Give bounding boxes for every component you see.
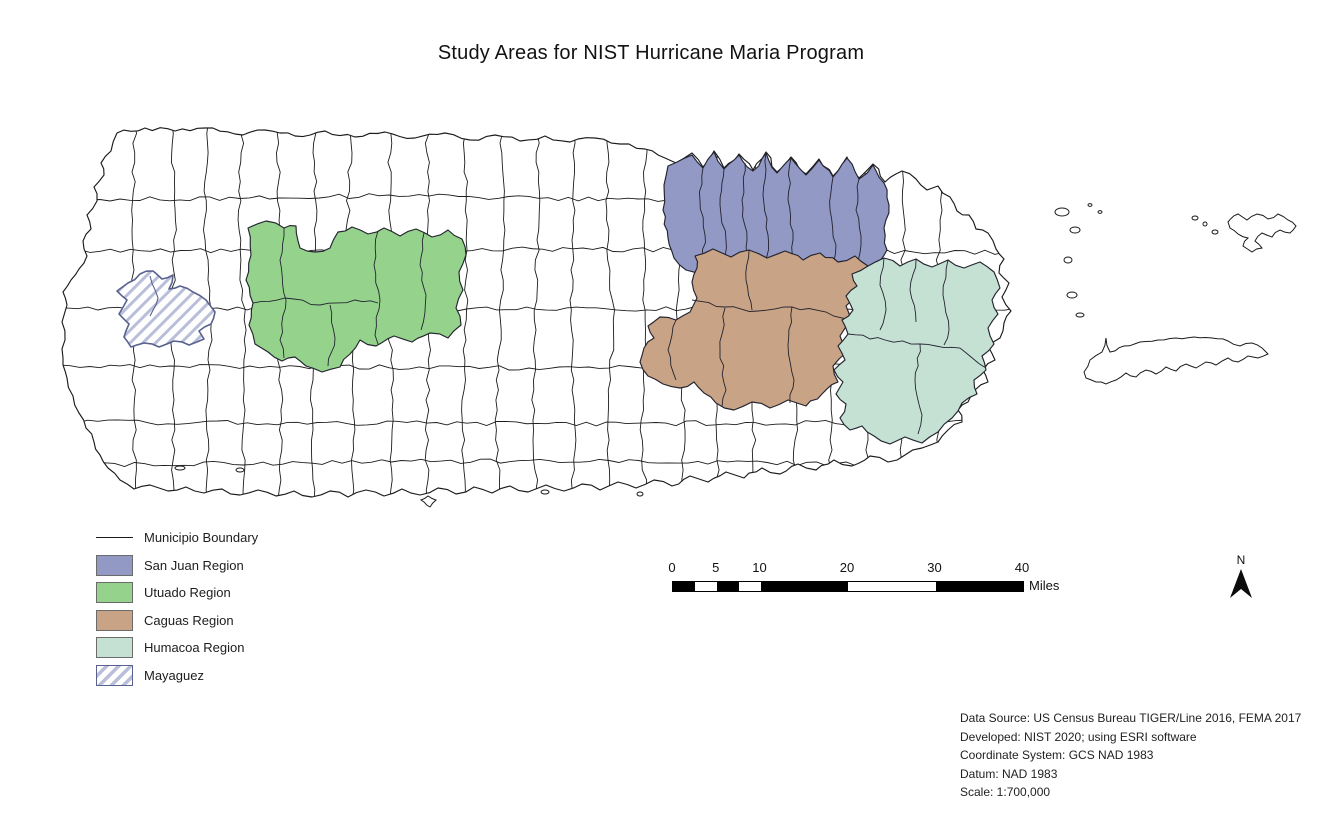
legend-item-mayaguez: Mayaguez bbox=[96, 664, 258, 686]
scale-segment bbox=[716, 582, 739, 591]
scale-bar: 0 5 10 20 30 40 Miles bbox=[668, 560, 1072, 598]
scale-unit: Miles bbox=[1029, 578, 1060, 593]
scale-tick-5: 5 bbox=[712, 560, 720, 575]
legend-swatch-san-juan-region bbox=[96, 554, 133, 576]
scale-tick-30: 30 bbox=[927, 560, 942, 575]
region-caguas bbox=[639, 248, 872, 411]
legend-label: Caguas Region bbox=[144, 612, 234, 628]
legend-swatch-caguas-region bbox=[96, 609, 133, 631]
map-notes: Data Source: US Census Bureau TIGER/Line… bbox=[960, 709, 1301, 802]
map-note-line: Scale: 1:700,000 bbox=[960, 785, 1051, 799]
legend: Municipio Boundary San Juan Region Utuado … bbox=[96, 527, 258, 692]
legend-item-municipio-boundary: Municipio Boundary bbox=[96, 527, 258, 548]
north-arrow-label: N bbox=[1237, 553, 1246, 567]
legend-swatch-utuado-region bbox=[96, 582, 133, 603]
page-title: Study Areas for NIST Hurricane Maria Pro… bbox=[437, 42, 865, 64]
legend-swatch-municipio-boundary bbox=[96, 537, 133, 538]
north-arrow: N bbox=[1230, 553, 1252, 598]
legend-label: Municipio Boundary bbox=[144, 530, 259, 545]
legend-label: Utuado Region bbox=[144, 585, 231, 600]
legend-label: Mayaguez bbox=[144, 667, 204, 683]
scale-tick-20: 20 bbox=[839, 560, 855, 575]
offshore-islands bbox=[174, 203, 1297, 508]
scale-segment bbox=[673, 582, 695, 591]
legend-item-san-juan-region: San Juan Region bbox=[96, 554, 258, 576]
region-utuado bbox=[245, 220, 467, 373]
region-caguas-boundaries bbox=[667, 249, 852, 408]
scale-tick-0: 0 bbox=[668, 560, 676, 575]
scale-segment bbox=[760, 582, 848, 591]
legend-label: San Juan Region bbox=[144, 557, 244, 573]
region-mayaguez bbox=[116, 270, 216, 348]
legend-item-humacoa-region: Humacoa Region bbox=[96, 637, 258, 658]
north-arrow-glyph bbox=[1230, 569, 1252, 598]
scale-tick-10: 10 bbox=[752, 560, 767, 575]
region-utuado-boundaries bbox=[252, 228, 427, 367]
map-note-line: Data Source: US Census Bureau TIGER/Line… bbox=[960, 711, 1302, 725]
legend-item-utuado-region: Utuado Region bbox=[96, 582, 258, 603]
legend-swatch-mayaguez bbox=[96, 664, 133, 686]
legend-swatch-humacoa-region bbox=[96, 637, 133, 658]
scale-tick-40: 40 bbox=[1014, 560, 1030, 575]
legend-label: Humacoa Region bbox=[144, 640, 245, 655]
region-mayaguez-boundary bbox=[149, 275, 159, 317]
scale-segment bbox=[935, 582, 1023, 591]
map-note-line: Developed: NIST 2020; using ESRI softwar… bbox=[960, 729, 1197, 744]
region-humacoa-boundaries bbox=[847, 257, 987, 435]
region-humacoa bbox=[833, 257, 1001, 445]
map-note-line: Coordinate System: GCS NAD 1983 bbox=[960, 748, 1154, 762]
legend-item-caguas-region: Caguas Region bbox=[96, 609, 258, 631]
map-note-line: Datum: NAD 1983 bbox=[960, 766, 1058, 781]
scale-bar-strip bbox=[672, 581, 1024, 592]
